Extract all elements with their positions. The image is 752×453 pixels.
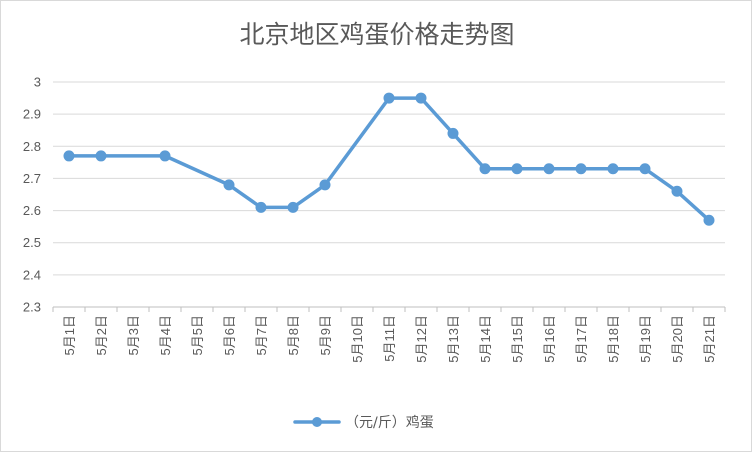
data-point	[383, 92, 395, 104]
x-tick-label: 5月21日	[702, 315, 717, 363]
y-tick-label: 2.5	[23, 235, 41, 250]
data-point	[159, 150, 171, 162]
x-tick-label: 5月10日	[350, 315, 365, 363]
data-point	[63, 150, 75, 162]
data-point	[319, 179, 331, 191]
data-point	[415, 92, 427, 104]
data-point	[575, 163, 587, 175]
x-tick-label: 5月16日	[542, 315, 557, 363]
data-point	[479, 163, 491, 175]
x-tick-label: 5月8日	[286, 315, 301, 355]
x-tick-label: 5月2日	[94, 315, 109, 355]
x-tick-label: 5月12日	[414, 315, 429, 363]
data-point	[447, 127, 459, 139]
x-tick-label: 5月20日	[670, 315, 685, 363]
y-tick-label: 2.7	[23, 171, 41, 186]
x-tick-label: 5月6日	[222, 315, 237, 355]
x-tick-label: 5月13日	[446, 315, 461, 363]
legend-label: （元/斤）鸡蛋	[345, 414, 434, 431]
y-tick-label: 2.9	[23, 107, 41, 122]
x-tick-label: 5月19日	[638, 315, 653, 363]
data-point	[639, 163, 651, 175]
data-point	[223, 179, 235, 191]
chart-title: 北京地区鸡蛋价格走势图	[239, 20, 515, 49]
x-tick-label: 5月9日	[318, 315, 333, 355]
data-point	[703, 214, 715, 226]
y-tick-label: 2.8	[23, 139, 41, 154]
y-tick-label: 2.4	[23, 267, 41, 282]
data-point	[255, 201, 267, 213]
x-tick-label: 5月18日	[606, 315, 621, 363]
data-point	[287, 201, 299, 213]
x-tick-label: 5月14日	[478, 315, 493, 363]
x-tick-label: 5月5日	[190, 315, 205, 355]
x-tick-label: 5月1日	[62, 315, 77, 355]
x-tick-label: 5月4日	[158, 315, 173, 355]
data-point	[511, 163, 523, 175]
data-point	[543, 163, 555, 175]
y-tick-label: 3	[34, 75, 41, 90]
x-tick-label: 5月11日	[382, 315, 397, 362]
y-tick-label: 2.6	[23, 203, 41, 218]
legend-marker	[312, 417, 322, 427]
data-point	[607, 163, 619, 175]
x-tick-label: 5月15日	[510, 315, 525, 363]
x-tick-label: 5月3日	[126, 315, 141, 355]
data-point	[671, 185, 683, 197]
x-tick-label: 5月7日	[254, 315, 269, 355]
data-point	[95, 150, 107, 162]
y-tick-label: 2.3	[23, 300, 41, 315]
x-tick-label: 5月17日	[574, 315, 589, 363]
